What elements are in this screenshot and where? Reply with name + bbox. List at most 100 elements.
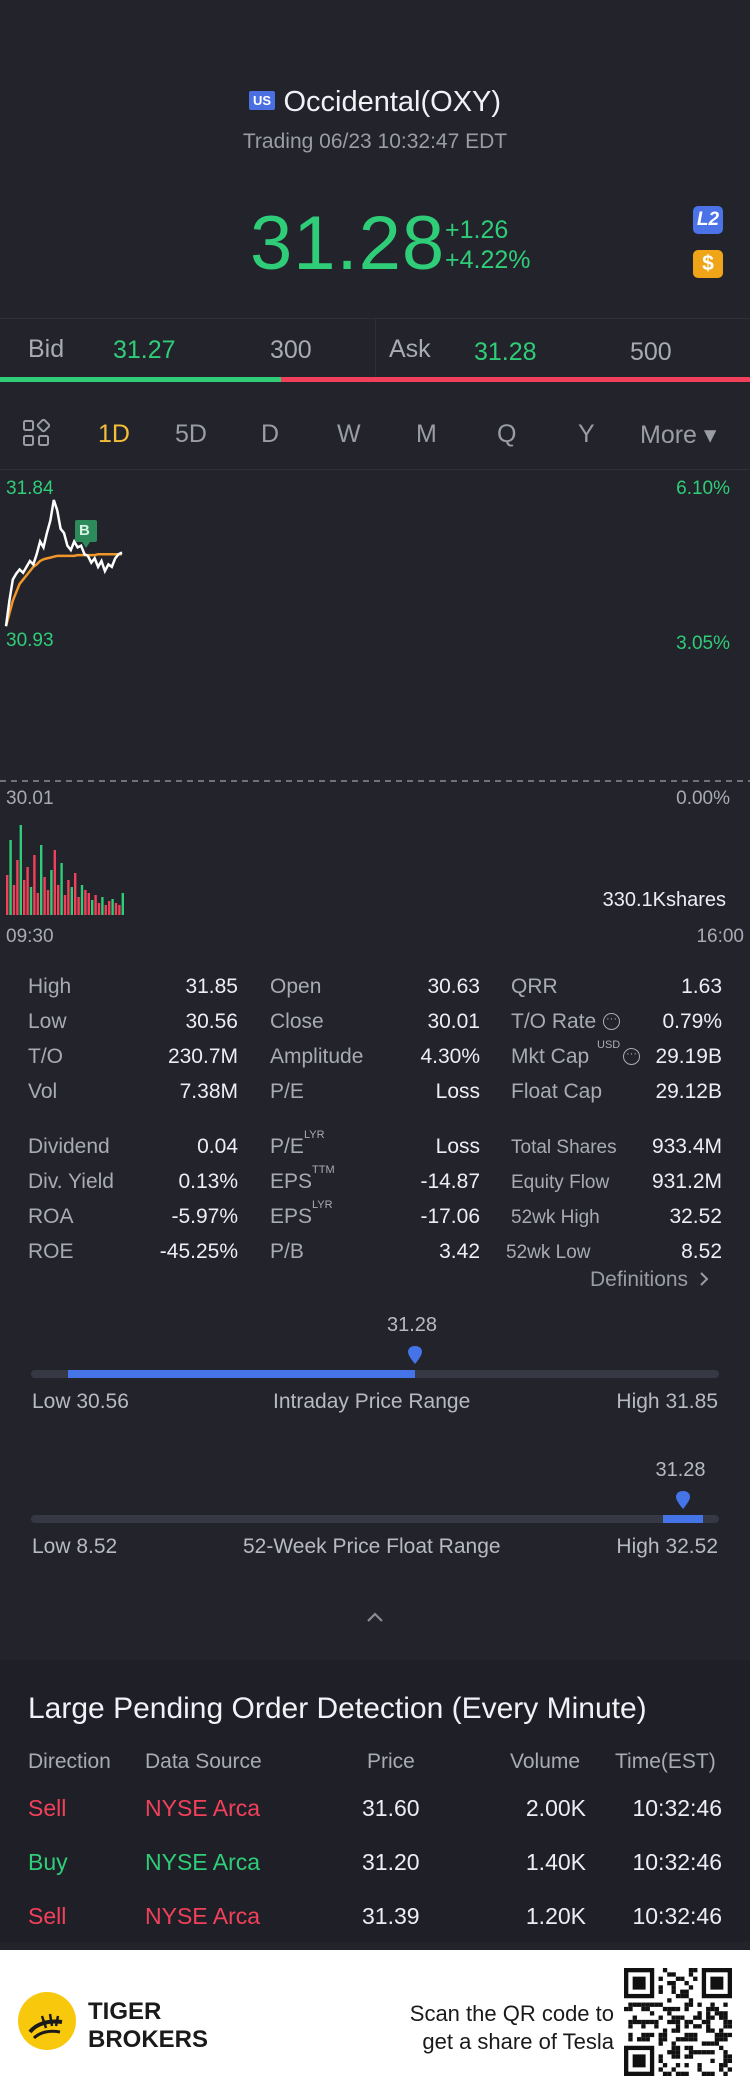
order-direction: Buy xyxy=(28,1849,68,1875)
volume-bar xyxy=(9,840,12,915)
volume-bar xyxy=(43,877,46,915)
ask-label: Ask xyxy=(389,335,431,363)
volume-bar xyxy=(121,893,124,915)
volume-bar xyxy=(74,873,77,915)
order-direction: Sell xyxy=(28,1903,67,1929)
stat-value-third: 29.12B xyxy=(655,1080,722,1103)
stat-label-second: Amplitude xyxy=(270,1045,364,1068)
tab-week[interactable]: W xyxy=(337,420,361,448)
stat-row: High 31.85 Open 30.63 QRR 1.63 xyxy=(0,975,750,1005)
stock-title[interactable]: Occidental(OXY) xyxy=(283,86,502,118)
week52-track xyxy=(31,1515,719,1523)
chart-mid-pct: 3.05% xyxy=(676,633,730,654)
promo-footer: TIGER BROKERS Scan the QR code to get a … xyxy=(0,1950,750,2098)
volume-bar xyxy=(80,885,84,915)
time-start: 09:30 xyxy=(6,926,54,947)
brand-line1: TIGER xyxy=(88,1998,162,2025)
info-icon[interactable]: ··· xyxy=(623,1048,640,1065)
bid-ask-bar[interactable]: Bid 31.27 300 Ask 31.28 500 xyxy=(0,318,750,380)
order-price: 31.39 xyxy=(362,1903,420,1929)
volume-total: 330.1Kshares xyxy=(602,889,726,911)
order-price: 31.20 xyxy=(362,1849,420,1875)
intraday-fill xyxy=(68,1370,415,1378)
stat-value-third: 8.52 xyxy=(681,1240,722,1263)
stat-superscript: LYR xyxy=(312,1199,333,1211)
bid-label: Bid xyxy=(28,335,65,363)
order-volume: 2.00K xyxy=(525,1795,586,1821)
volume-bar xyxy=(40,845,43,915)
volume-bar xyxy=(87,893,90,915)
volume-bar xyxy=(108,901,111,915)
volume-bar xyxy=(118,905,121,915)
tab-more[interactable]: More ▾ xyxy=(640,421,717,449)
stat-label-second: Open xyxy=(270,975,322,998)
order-source: NYSE Arca xyxy=(145,1903,261,1929)
volume-bars xyxy=(6,825,124,915)
stat-row: Div. Yield 0.13% EPS -14.87 TTM Equity Flow 93… xyxy=(0,1164,750,1200)
stat-value-third: 1.63 xyxy=(681,975,722,998)
definitions-link[interactable]: Definitions xyxy=(590,1268,710,1292)
stat-value-second: -17.06 xyxy=(420,1205,480,1228)
level2-badge-icon[interactable]: L2 xyxy=(693,206,723,234)
volume-bar xyxy=(101,897,104,915)
volume-bar xyxy=(50,870,53,915)
stat-value-second: Loss xyxy=(435,1135,480,1158)
tiger-logo-icon xyxy=(18,1992,76,2050)
scan-text: Scan the QR code to get a share of Tesla xyxy=(380,2000,614,2056)
qr-code-icon[interactable] xyxy=(624,1968,732,2076)
stat-value-first: 230.7M xyxy=(167,1045,238,1068)
stat-value-third: 32.52 xyxy=(669,1205,722,1228)
tab-month[interactable]: M xyxy=(416,420,437,448)
stat-row: T/O 230.7M Amplitude 4.30% Mkt Cap 29.19B ··· U… xyxy=(0,1039,750,1075)
info-icon[interactable]: ··· xyxy=(603,1013,620,1030)
volume-bar xyxy=(91,900,94,915)
chevron-right-icon xyxy=(700,1272,709,1286)
stat-row: Vol 7.38M P/E Loss Float Cap 29.12B xyxy=(0,1080,750,1110)
price-line xyxy=(4,499,123,627)
volume-bar xyxy=(12,885,16,915)
stat-value-third: 29.19B xyxy=(655,1045,722,1068)
stat-value-first: 0.04 xyxy=(197,1135,238,1158)
tab-day[interactable]: D xyxy=(261,420,280,448)
change-percent: +4.22% xyxy=(445,246,531,274)
stat-superscript: USD xyxy=(597,1039,621,1051)
stat-label-third: Mkt Cap xyxy=(511,1045,590,1068)
intraday-pin-icon xyxy=(408,1346,422,1364)
brand-line2: BROKERS xyxy=(88,2026,209,2053)
collapse-chevron-up-icon[interactable] xyxy=(365,1610,385,1624)
tab-5d[interactable]: 5D xyxy=(175,420,207,448)
volume-bar xyxy=(19,825,22,915)
volume-bar xyxy=(77,897,80,915)
stat-label-third: T/O Rate xyxy=(511,1010,597,1033)
order-source: NYSE Arca xyxy=(145,1849,261,1875)
stat-value-first: 7.38M xyxy=(179,1080,238,1103)
volume-bar xyxy=(114,903,118,915)
intraday-chart[interactable]: B 31.84 6.10% 30.93 3.05% 30.01 0.00% 33… xyxy=(0,470,750,950)
intraday-current-label: 31.28 xyxy=(387,1314,438,1336)
volume-bar xyxy=(29,887,33,915)
average-price-line xyxy=(4,552,122,627)
chart-canvas xyxy=(0,499,750,915)
stat-value-first: -45.25% xyxy=(159,1240,238,1263)
week52-fill xyxy=(663,1515,704,1523)
week52-pin-icon xyxy=(676,1491,691,1509)
large-orders-panel: Large Pending Order Detection (Every Min… xyxy=(0,1660,750,1942)
stat-label-second: P/E xyxy=(270,1135,304,1158)
tab-1d[interactable]: 1D xyxy=(98,420,130,448)
week52-title: 52-Week Price Float Range xyxy=(243,1535,501,1558)
week52-low: Low 8.52 xyxy=(32,1535,118,1558)
buy-marker-label: B xyxy=(79,522,90,539)
scan-line1: Scan the QR code to xyxy=(409,2001,614,2026)
order-direction: Sell xyxy=(28,1795,67,1821)
stat-label-third: Equity Flow xyxy=(511,1172,610,1193)
tab-year[interactable]: Y xyxy=(578,420,595,448)
tab-quarter[interactable]: Q xyxy=(497,420,517,448)
header-source: Data Source xyxy=(145,1750,262,1773)
layout-grid-icon[interactable] xyxy=(22,419,50,447)
stat-label-second: EPS xyxy=(270,1170,313,1193)
stat-value-third: 933.4M xyxy=(651,1135,722,1158)
volume-bar xyxy=(33,855,36,915)
currency-badge-icon[interactable]: $ xyxy=(693,250,723,278)
stat-label-second: P/E xyxy=(270,1080,304,1103)
week52-high: High 32.52 xyxy=(616,1535,718,1558)
